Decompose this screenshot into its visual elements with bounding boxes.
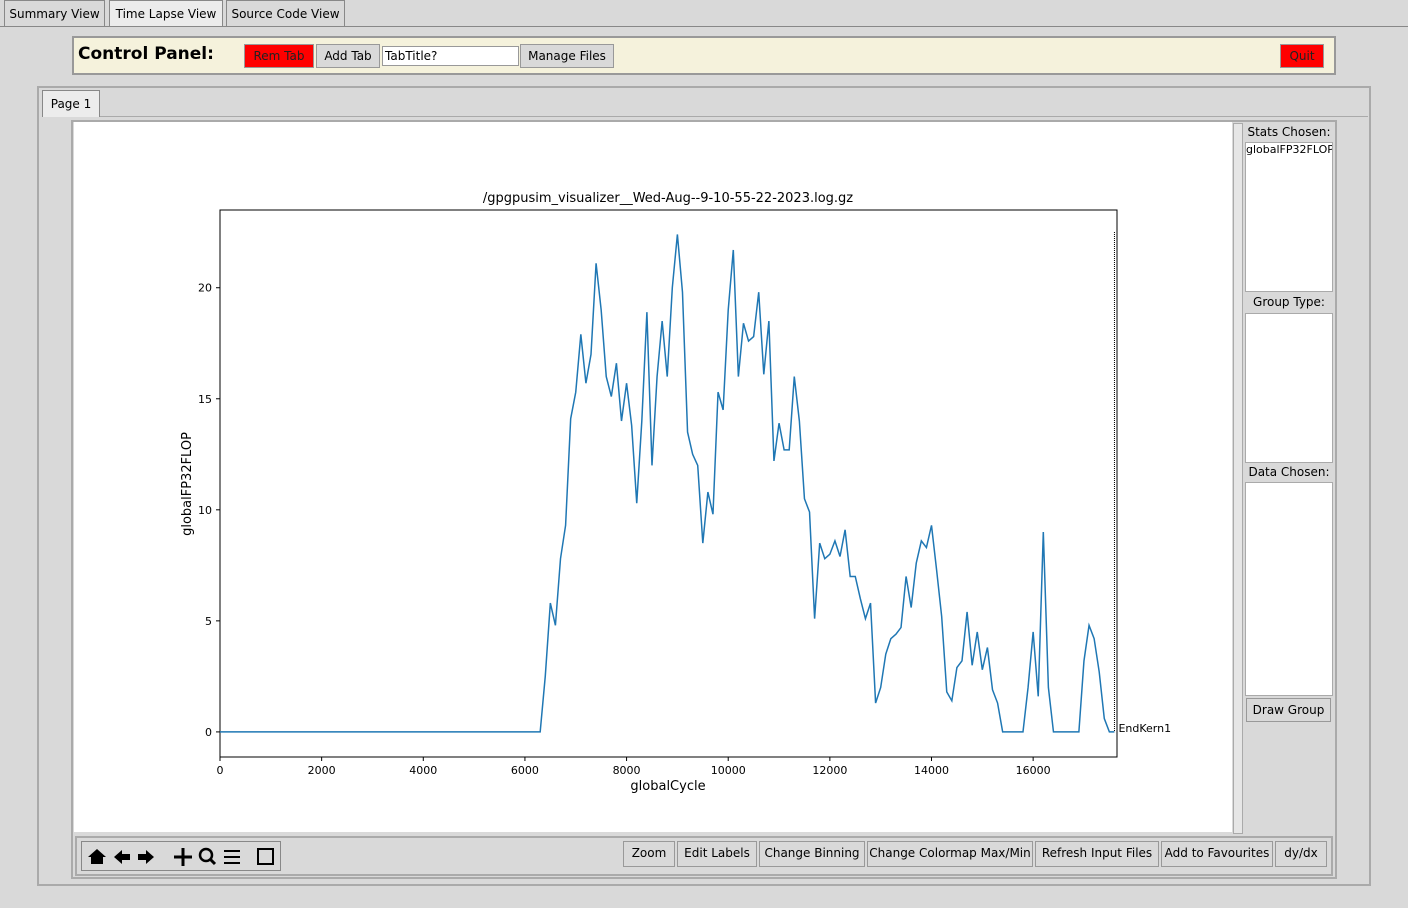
chart-title: /gpgpusim_visualizer__Wed-Aug--9-10-55-2…	[483, 191, 853, 206]
stats-item[interactable]: globalFP32FLOP	[1246, 143, 1333, 156]
home-icon[interactable]	[88, 849, 106, 864]
toolbar-button[interactable]: Change Binning	[759, 841, 865, 867]
toolbar-button[interactable]: Zoom	[623, 841, 675, 867]
quit-button[interactable]: Quit	[1280, 44, 1324, 68]
y-tick-label: 5	[205, 615, 212, 628]
window-tab[interactable]: Source Code View	[226, 0, 345, 27]
x-tick-label: 14000	[914, 764, 949, 777]
save-icon[interactable]	[257, 848, 274, 865]
group-type-list[interactable]	[1245, 313, 1333, 463]
window-tab[interactable]: Summary View	[4, 0, 105, 27]
annotation-label: EndKern1	[1118, 722, 1171, 735]
nav-toolbar	[81, 841, 281, 871]
nav-icons	[88, 847, 274, 866]
y-tick-label: 10	[198, 504, 212, 517]
toolbar-button[interactable]: Change Colormap Max/Min	[867, 841, 1033, 867]
notebook-frame	[37, 86, 1371, 886]
tab-title-entry[interactable]: TabTitle?	[382, 46, 519, 66]
plot-area	[219, 209, 1118, 758]
draw-group-button[interactable]: Draw Group	[1246, 698, 1331, 722]
data-line	[220, 234, 1115, 733]
forward-icon[interactable]	[138, 850, 154, 864]
tab-divider	[0, 26, 1408, 27]
x-tick-label: 4000	[409, 764, 437, 777]
manage-files-button[interactable]: Manage Files	[520, 44, 614, 68]
x-tick-label: 2000	[308, 764, 336, 777]
stats-chosen-label: Stats Chosen:	[1245, 123, 1333, 141]
chart: /gpgpusim_visualizer__Wed-Aug--9-10-55-2…	[74, 122, 1232, 832]
x-tick-label: 6000	[511, 764, 539, 777]
y-tick-label: 20	[198, 282, 212, 295]
control-panel: Control Panel: Rem Tab Add Tab TabTitle?…	[72, 36, 1336, 75]
scrollbar[interactable]	[1233, 123, 1243, 834]
control-panel-label: Control Panel:	[78, 44, 214, 64]
notebook-divider	[42, 116, 1368, 117]
y-tick-label: 0	[205, 726, 212, 739]
window-tab[interactable]: Time Lapse View	[109, 0, 223, 27]
group-type-label: Group Type:	[1245, 293, 1333, 311]
back-icon[interactable]	[114, 850, 130, 864]
page-tab[interactable]: Page 1	[42, 90, 100, 117]
rem-tab-button[interactable]: Rem Tab	[244, 44, 314, 68]
config-icon[interactable]	[224, 850, 240, 864]
x-tick-label: 0	[217, 764, 224, 777]
x-tick-label: 8000	[613, 764, 641, 777]
data-chosen-label: Data Chosen:	[1245, 463, 1333, 481]
x-tick-label: 16000	[1016, 764, 1051, 777]
x-axis-label: globalCycle	[630, 779, 705, 794]
stats-list[interactable]: globalFP32FLOP	[1245, 142, 1333, 292]
toolbar-button[interactable]: Add to Favourites	[1161, 841, 1273, 867]
pan-icon[interactable]	[174, 848, 192, 866]
add-tab-button[interactable]: Add Tab	[316, 44, 380, 68]
chart-background	[74, 122, 1232, 832]
zoom-icon[interactable]	[198, 847, 214, 863]
x-tick-label: 12000	[812, 764, 847, 777]
plot-toolbar: Zoom Edit Labels Change Binning Change C…	[75, 836, 1333, 876]
toolbar-button[interactable]: Refresh Input Files	[1035, 841, 1159, 867]
x-tick-label: 10000	[711, 764, 746, 777]
y-tick-label: 15	[198, 393, 212, 406]
y-axis-label: globalFP32FLOP	[180, 432, 195, 536]
data-chosen-list[interactable]	[1245, 482, 1333, 696]
toolbar-button[interactable]: Edit Labels	[677, 841, 757, 867]
toolbar-button[interactable]: dy/dx	[1275, 841, 1327, 867]
